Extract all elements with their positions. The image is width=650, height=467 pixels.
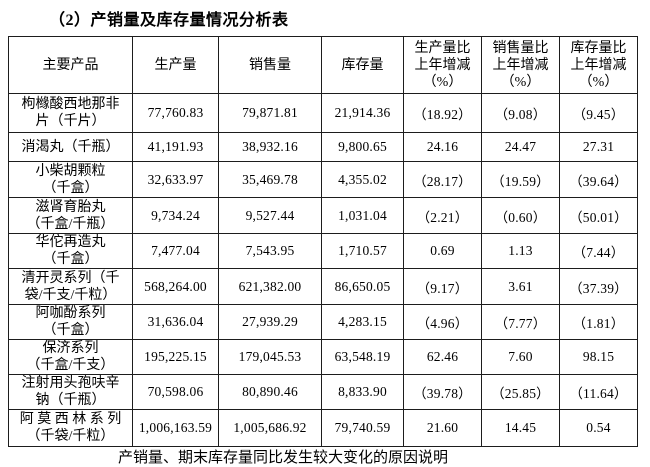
production-cell: 9,734.24 bbox=[132, 197, 219, 234]
sales-change-cell: 7.60 bbox=[481, 339, 560, 375]
product-name-cell: 阿咖酚系列 （千盒） bbox=[8, 304, 133, 340]
sales-change-cell: （0.60） bbox=[481, 197, 560, 234]
production-cell: 7,477.04 bbox=[132, 233, 219, 269]
sales-cell: 621,382.00 bbox=[218, 268, 322, 305]
sales-cell: 35,469.78 bbox=[218, 161, 322, 198]
header-main-product: 主要产品 bbox=[8, 36, 133, 94]
sales-change-cell: （19.59） bbox=[481, 161, 560, 198]
sales-change-cell: （9.08） bbox=[481, 93, 560, 133]
inventory-cell: 8,833.90 bbox=[321, 374, 404, 410]
production-cell: 568,264.00 bbox=[132, 268, 219, 305]
product-name-cell: 小柴胡颗粒 （千盒） bbox=[8, 161, 133, 198]
production-change-cell: （18.92） bbox=[403, 93, 482, 133]
sales-cell: 38,932.16 bbox=[218, 132, 322, 162]
header-sales: 销售量 bbox=[218, 36, 322, 94]
table-header-row: 主要产品 生产量 销售量 库存量 生产量比 上年增减 （%） 销售量比 上年增减… bbox=[8, 36, 638, 94]
header-production: 生产量 bbox=[132, 36, 219, 94]
inventory-cell: 1,710.57 bbox=[321, 233, 404, 269]
production-change-cell: 62.46 bbox=[403, 339, 482, 375]
product-name-cell: 保济系列 （千盒/千支） bbox=[8, 339, 133, 375]
sales-cell: 27,939.29 bbox=[218, 304, 322, 340]
table-row: 清开灵系列（千 袋/千支/千粒） 568,264.00 621,382.00 8… bbox=[8, 268, 638, 305]
product-name-cell: 滋肾育胎丸 （千盒/千瓶） bbox=[8, 197, 133, 234]
production-change-cell: （4.96） bbox=[403, 304, 482, 340]
inventory-cell: 1,031.04 bbox=[321, 197, 404, 234]
production-change-cell: （39.78） bbox=[403, 374, 482, 410]
inventory-cell: 21,914.36 bbox=[321, 93, 404, 133]
inventory-cell: 4,283.15 bbox=[321, 304, 404, 340]
production-change-cell: （9.17） bbox=[403, 268, 482, 305]
sales-change-cell: （25.85） bbox=[481, 374, 560, 410]
page-title: （2）产销量及库存量情况分析表 bbox=[49, 12, 289, 29]
product-name-cell: 清开灵系列（千 袋/千支/千粒） bbox=[8, 268, 133, 305]
inventory-change-cell: （11.64） bbox=[559, 374, 638, 410]
table-row: 消渴丸（千瓶） 41,191.93 38,932.16 9,800.65 24.… bbox=[8, 132, 638, 162]
production-change-cell: （2.21） bbox=[403, 197, 482, 234]
product-name-cell: 注射用头孢呋辛 钠（千瓶） bbox=[8, 374, 133, 410]
product-name-cell: 阿 莫 西 林 系 列 （千袋/千粒） bbox=[8, 409, 133, 447]
sales-cell: 80,890.46 bbox=[218, 374, 322, 410]
product-name-cell: 华佗再造丸 （千盒） bbox=[8, 233, 133, 269]
inventory-change-cell: 27.31 bbox=[559, 132, 638, 162]
production-change-cell: 0.69 bbox=[403, 233, 482, 269]
sales-cell: 179,045.53 bbox=[218, 339, 322, 375]
production-cell: 32,633.97 bbox=[132, 161, 219, 198]
inventory-change-cell: （50.01） bbox=[559, 197, 638, 234]
table-row: 滋肾育胎丸 （千盒/千瓶） 9,734.24 9,527.44 1,031.04… bbox=[8, 197, 638, 234]
production-change-cell: （28.17） bbox=[403, 161, 482, 198]
inventory-change-cell: 98.15 bbox=[559, 339, 638, 375]
inventory-change-cell: （39.64） bbox=[559, 161, 638, 198]
table-row: 小柴胡颗粒 （千盒） 32,633.97 35,469.78 4,355.02 … bbox=[8, 161, 638, 198]
table-row: 保济系列 （千盒/千支） 195,225.15 179,045.53 63,54… bbox=[8, 339, 638, 375]
inventory-cell: 63,548.19 bbox=[321, 339, 404, 375]
sales-cell: 79,871.81 bbox=[218, 93, 322, 133]
header-production-change: 生产量比 上年增减 （%） bbox=[403, 36, 482, 94]
inventory-change-cell: （7.44） bbox=[559, 233, 638, 269]
product-name-cell: 消渴丸（千瓶） bbox=[8, 132, 133, 162]
production-cell: 77,760.83 bbox=[132, 93, 219, 133]
inventory-change-cell: （9.45） bbox=[559, 93, 638, 133]
sales-change-cell: 24.47 bbox=[481, 132, 560, 162]
table-row: 注射用头孢呋辛 钠（千瓶） 70,598.06 80,890.46 8,833.… bbox=[8, 374, 638, 410]
sales-change-cell: （7.77） bbox=[481, 304, 560, 340]
header-inventory: 库存量 bbox=[321, 36, 404, 94]
table-row: 阿 莫 西 林 系 列 （千袋/千粒） 1,006,163.59 1,005,6… bbox=[8, 409, 638, 447]
sales-change-cell: 3.61 bbox=[481, 268, 560, 305]
production-cell: 31,636.04 bbox=[132, 304, 219, 340]
header-inventory-change: 库存量比 上年增减 （%） bbox=[559, 36, 638, 94]
sales-cell: 7,543.95 bbox=[218, 233, 322, 269]
inventory-cell: 86,650.05 bbox=[321, 268, 404, 305]
sales-change-cell: 1.13 bbox=[481, 233, 560, 269]
production-cell: 1,006,163.59 bbox=[132, 409, 219, 447]
production-sales-inventory-table: 主要产品 生产量 销售量 库存量 生产量比 上年增减 （%） 销售量比 上年增减… bbox=[8, 36, 638, 447]
sales-cell: 9,527.44 bbox=[218, 197, 322, 234]
inventory-change-cell: （37.39） bbox=[559, 268, 638, 305]
production-cell: 70,598.06 bbox=[132, 374, 219, 410]
inventory-change-cell: （1.81） bbox=[559, 304, 638, 340]
product-name-cell: 枸橼酸西地那非 片（千片） bbox=[8, 93, 133, 133]
sales-cell: 1,005,686.92 bbox=[218, 409, 322, 447]
sales-change-cell: 14.45 bbox=[481, 409, 560, 447]
table-row: 阿咖酚系列 （千盒） 31,636.04 27,939.29 4,283.15 … bbox=[8, 304, 638, 340]
production-change-cell: 21.60 bbox=[403, 409, 482, 447]
production-cell: 41,191.93 bbox=[132, 132, 219, 162]
inventory-cell: 9,800.65 bbox=[321, 132, 404, 162]
header-sales-change: 销售量比 上年增减 （%） bbox=[481, 36, 560, 94]
inventory-cell: 79,740.59 bbox=[321, 409, 404, 447]
inventory-cell: 4,355.02 bbox=[321, 161, 404, 198]
inventory-change-cell: 0.54 bbox=[559, 409, 638, 447]
production-cell: 195,225.15 bbox=[132, 339, 219, 375]
production-change-cell: 24.16 bbox=[403, 132, 482, 162]
footnote-clipped: 产销量、期末库存量同比发生较大变化的原因说明 bbox=[118, 450, 449, 466]
table-row: 华佗再造丸 （千盒） 7,477.04 7,543.95 1,710.57 0.… bbox=[8, 233, 638, 269]
table-row: 枸橼酸西地那非 片（千片） 77,760.83 79,871.81 21,914… bbox=[8, 93, 638, 133]
